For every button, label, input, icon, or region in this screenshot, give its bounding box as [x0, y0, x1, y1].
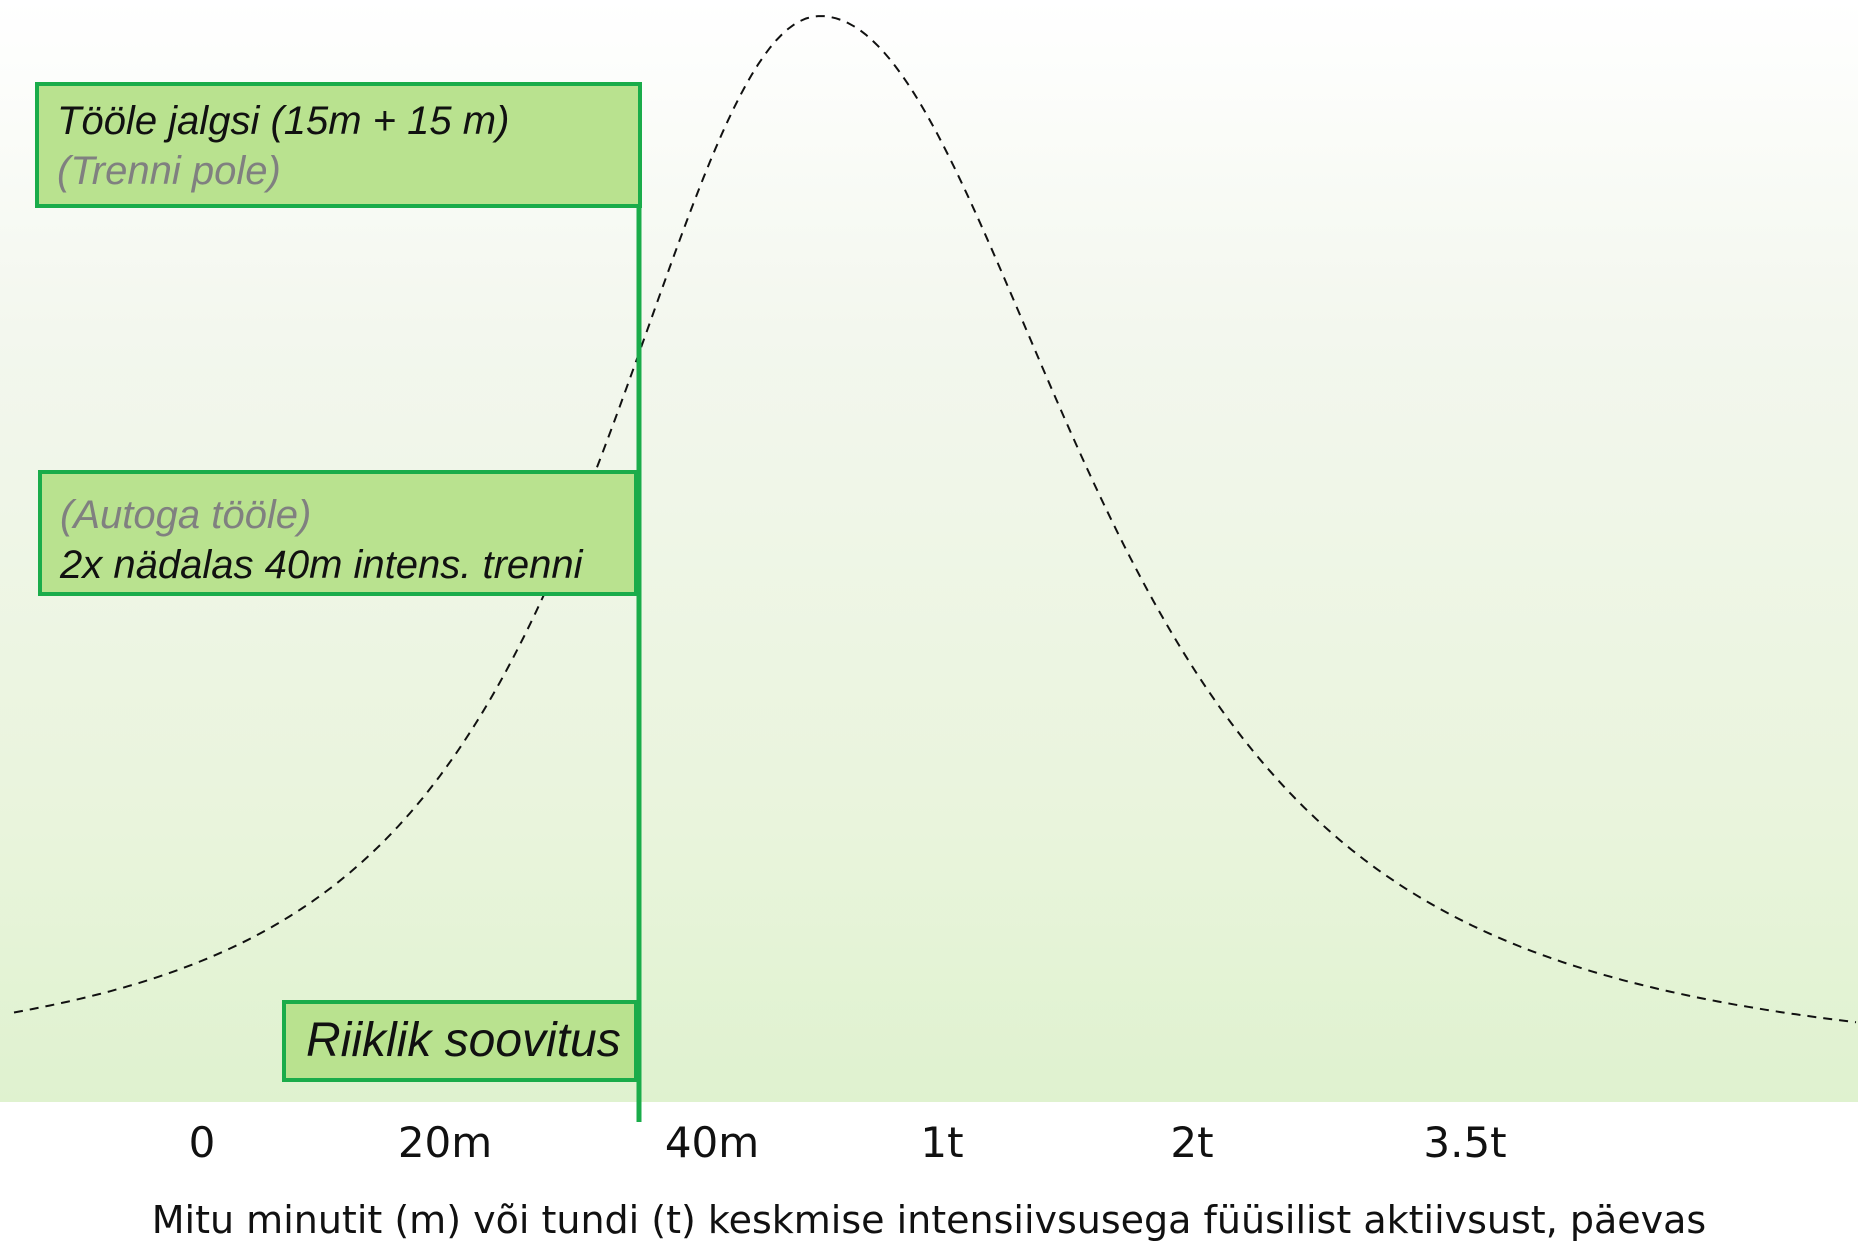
- recommendation-label-text: Riiklik soovitus: [306, 1014, 621, 1067]
- annotation-walk-to-work: Tööle jalgsi (15m + 15 m) (Trenni pole): [35, 82, 642, 208]
- annotation-car-line-1: (Autoga tööle): [60, 493, 312, 537]
- x-axis-label: Mitu minutit (m) või tundi (t) keskmise …: [151, 1198, 1707, 1242]
- annotation-walk-line-2: (Trenni pole): [57, 149, 281, 193]
- annotation-walk-line-1: Tööle jalgsi (15m + 15 m): [57, 99, 510, 143]
- activity-distribution-curve: [13, 15, 1857, 1024]
- annotation-car-to-work: (Autoga tööle) 2x nädalas 40m intens. tr…: [38, 470, 638, 596]
- x-tick-label: 2t: [1170, 1118, 1214, 1167]
- recommendation-label: Riiklik soovitus: [282, 1000, 638, 1082]
- x-tick-label: 40m: [664, 1118, 760, 1167]
- x-tick-label: 20m: [397, 1118, 493, 1167]
- x-tick-label: 3.5t: [1423, 1118, 1507, 1167]
- x-tick-label: 1t: [920, 1118, 964, 1167]
- annotation-car-line-2: 2x nädalas 40m intens. trenni: [60, 543, 583, 587]
- x-tick-label: 0: [188, 1118, 216, 1167]
